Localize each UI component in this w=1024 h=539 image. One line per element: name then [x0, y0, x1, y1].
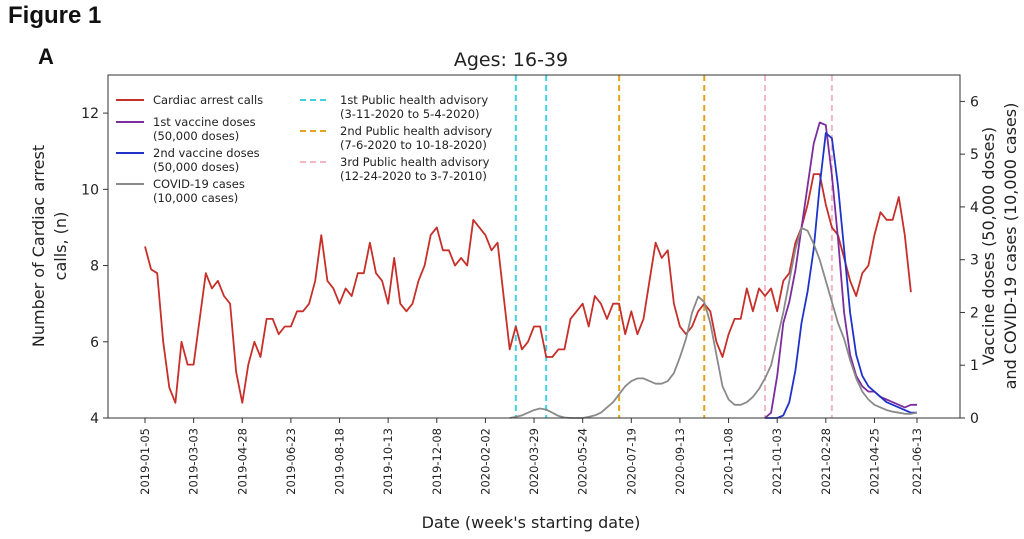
x-tick-label: 2020-09-13	[673, 428, 687, 495]
legend-label-advisory-3: (12-24-2020 to 3-7-2010)	[340, 169, 487, 183]
legend-label-series-3: 2nd vaccine doses	[153, 146, 260, 160]
x-tick-label: 2020-11-08	[722, 428, 736, 495]
y-tick-label: 8	[90, 259, 99, 275]
series-lines	[144, 121, 918, 419]
legend-label-advisory-1: (3-11-2020 to 5-4-2020)	[340, 107, 480, 121]
x-tick-label: 2020-02-02	[478, 428, 492, 495]
x-tick-label: 2020-07-19	[624, 428, 638, 495]
y-tick-label: 12	[81, 106, 99, 122]
y2-axis-label: Vaccine doses (50,000 doses) and COVID-19…	[979, 103, 1020, 390]
legend-label-series-2: (50,000 doses)	[153, 129, 239, 143]
x-tick-label: 2019-10-13	[381, 428, 395, 495]
y2-tick-label: 4	[970, 200, 979, 216]
x-tick-label: 2019-06-23	[284, 428, 298, 495]
series-line-3	[765, 132, 917, 419]
x-tick-label: 2020-03-29	[527, 428, 541, 495]
x-tick-label: 2019-08-18	[333, 428, 347, 495]
x-tick-label: 2019-04-28	[235, 428, 249, 495]
figure-label: Figure 1	[8, 2, 102, 29]
y-tick-label: 4	[90, 411, 99, 427]
advisory-lines	[514, 75, 833, 418]
y-axis-label: Number of Cardiac arrest calls, (n)	[29, 145, 70, 347]
x-tick-label: 2019-12-08	[430, 428, 444, 495]
panel-label: A	[38, 44, 54, 69]
legend-label-series-3: (50,000 doses)	[153, 160, 239, 174]
x-tick-label: 2021-02-28	[819, 428, 833, 495]
y2-tick-label: 3	[970, 253, 979, 269]
x-tick-label: 2019-01-05	[138, 428, 152, 495]
x-tick-label: 2021-01-03	[770, 428, 784, 495]
y2-tick-label: 2	[970, 305, 979, 321]
y2-tick-label: 1	[970, 358, 979, 374]
legend-label-advisory-2: (7-6-2020 to 10-18-2020)	[340, 138, 487, 152]
x-tick-label: 2020-05-24	[576, 428, 590, 495]
y2-tick-label: 0	[970, 411, 979, 427]
y2-tick-label: 6	[970, 94, 979, 110]
legend-label-series-1: Cardiac arrest calls	[153, 93, 263, 107]
legend-label-advisory-2: 2nd Public health advisory	[340, 124, 492, 138]
x-axis-label: Date (week's starting date)	[422, 513, 641, 532]
y2-axis-label-line: and COVID-19 cases (10,000 cases)	[1001, 103, 1020, 390]
y2-tick-label: 5	[970, 147, 979, 163]
series-line-1	[144, 173, 912, 404]
x-tick-label: 2021-06-13	[910, 428, 924, 495]
legend-label-advisory-1: 1st Public health advisory	[340, 93, 488, 107]
series-line-2	[764, 121, 917, 419]
legend-label-advisory-3: 3rd Public health advisory	[340, 155, 490, 169]
legend-label-series-4: COVID-19 cases	[153, 177, 245, 191]
legend-label-series-2: 1st vaccine doses	[153, 115, 256, 129]
y-tick-label: 6	[90, 335, 99, 351]
x-tick-label: 2021-04-25	[867, 428, 881, 495]
y-axis-label-line: calls, (n)	[51, 212, 70, 281]
x-tick-label: 2019-03-03	[187, 428, 201, 495]
y-axis-label-line: Number of Cardiac arrest	[29, 145, 48, 347]
chart-title: Ages: 16-39	[454, 49, 568, 71]
y2-axis-label-line: Vaccine doses (50,000 doses)	[979, 127, 998, 365]
legend-label-series-4: (10,000 cases)	[153, 191, 238, 205]
y-tick-label: 10	[81, 182, 99, 198]
